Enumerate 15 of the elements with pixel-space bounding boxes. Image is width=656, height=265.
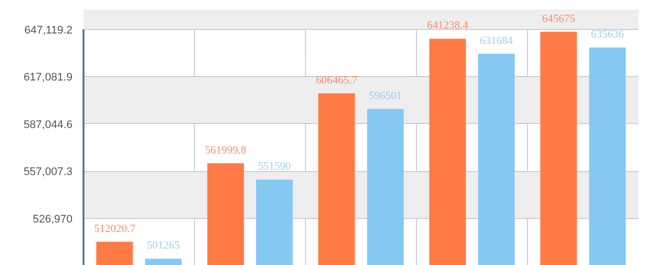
data-label: 501265	[146, 240, 180, 252]
y-tick-label: 647,119.2	[24, 24, 73, 36]
y-tick-label: 587,044.6	[24, 118, 72, 131]
data-label: 551590	[258, 160, 292, 173]
data-label: 641238.4	[426, 20, 469, 32]
data-label: 635636	[590, 28, 624, 41]
data-label: 606465.7	[316, 74, 358, 86]
data-label: 645675	[542, 12, 576, 25]
y-tick-label: 557,007.3	[24, 166, 72, 178]
data-label: 512020.7	[94, 222, 136, 235]
data-label: 631684	[480, 34, 514, 47]
data-label: 561999.8	[204, 144, 247, 156]
y-tick-label: 617,081.9	[24, 72, 72, 84]
data-label: 596501	[368, 90, 402, 102]
y-tick-label: 526,970	[32, 213, 73, 226]
